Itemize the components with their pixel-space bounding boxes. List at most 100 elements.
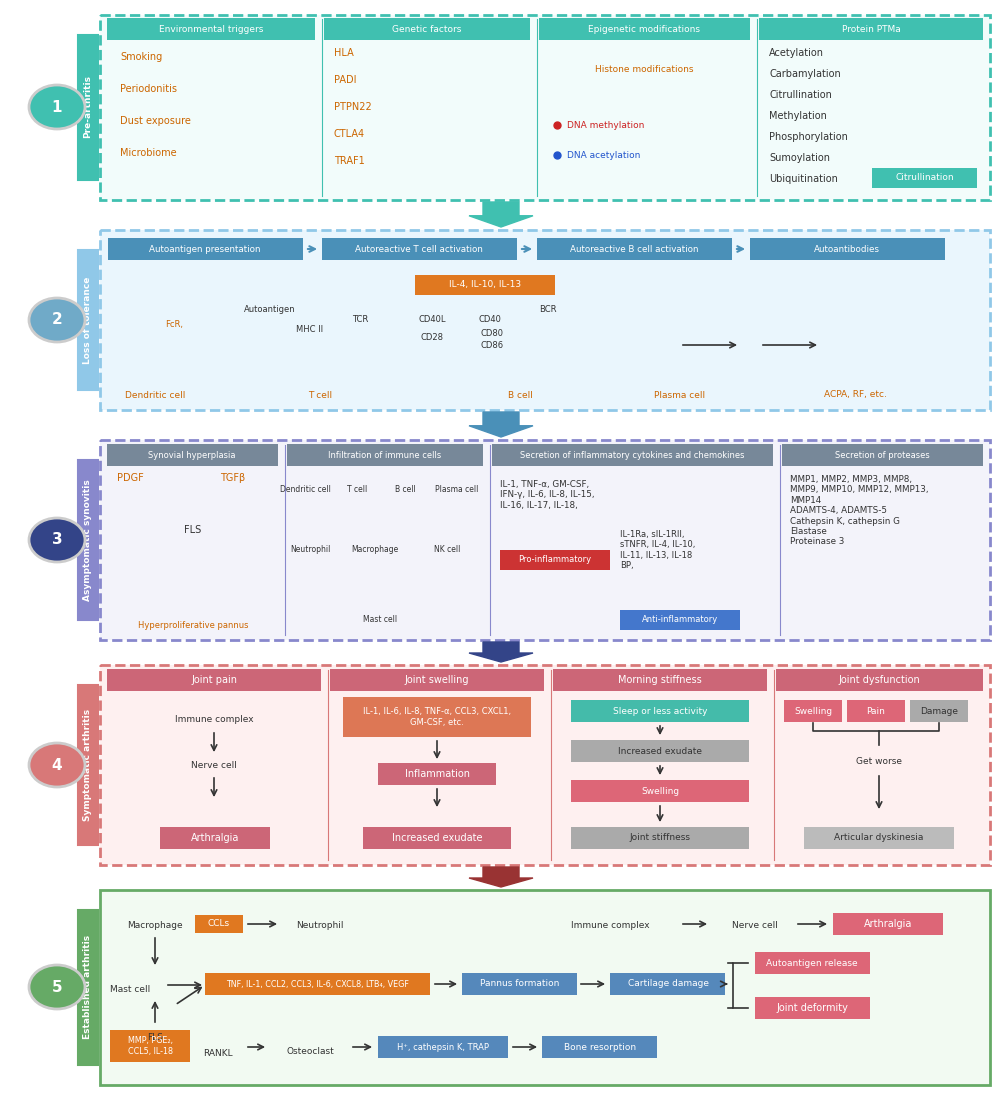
Bar — [461, 973, 577, 996]
Text: Joint stiffness: Joint stiffness — [629, 834, 690, 842]
Text: Dust exposure: Dust exposure — [120, 116, 191, 126]
Text: Joint swelling: Joint swelling — [404, 675, 468, 685]
Bar — [287, 444, 482, 466]
Bar — [343, 697, 531, 737]
Text: CCLs: CCLs — [208, 919, 230, 929]
Polygon shape — [468, 868, 533, 887]
Text: Joint pain: Joint pain — [191, 675, 237, 685]
Bar — [78, 251, 98, 389]
Polygon shape — [468, 642, 533, 662]
Text: CD86: CD86 — [480, 340, 504, 349]
Bar — [322, 238, 517, 260]
Text: IL-1, TNF-α, GM-CSF,
IFN-γ, IL-6, IL-8, IL-15,
IL-16, IL-17, IL-18,: IL-1, TNF-α, GM-CSF, IFN-γ, IL-6, IL-8, … — [499, 480, 594, 510]
Text: TGFβ: TGFβ — [220, 473, 245, 482]
Bar — [100, 891, 989, 1085]
Bar — [491, 444, 772, 466]
Text: Phosphorylation: Phosphorylation — [768, 132, 847, 142]
Text: Asymptomatic synovitis: Asymptomatic synovitis — [83, 479, 92, 601]
Text: Sumoylation: Sumoylation — [768, 153, 829, 163]
Bar — [783, 700, 842, 722]
Polygon shape — [468, 202, 533, 226]
Bar — [100, 665, 989, 865]
Text: 3: 3 — [51, 533, 62, 547]
Bar — [749, 238, 944, 260]
Text: Secretion of inflammatory cytokines and chemokines: Secretion of inflammatory cytokines and … — [520, 451, 743, 459]
Bar — [571, 740, 748, 763]
Text: Plasma cell: Plasma cell — [654, 391, 705, 399]
Text: Swelling: Swelling — [793, 707, 831, 715]
Bar — [78, 910, 98, 1064]
Text: Damage: Damage — [919, 707, 957, 715]
Text: Pro-inflammatory: Pro-inflammatory — [518, 556, 591, 565]
Bar — [108, 238, 303, 260]
Ellipse shape — [29, 298, 85, 342]
Text: NK cell: NK cell — [433, 546, 459, 555]
Text: 1: 1 — [52, 100, 62, 115]
Text: Nerve cell: Nerve cell — [191, 760, 237, 769]
Text: Smoking: Smoking — [120, 53, 162, 62]
Bar — [159, 827, 270, 849]
Text: IL-1, IL-6, IL-8, TNF-α, CCL3, CXCL1,
GM-CSF, etc.: IL-1, IL-6, IL-8, TNF-α, CCL3, CXCL1, GM… — [362, 708, 511, 726]
Text: Get worse: Get worse — [856, 757, 901, 767]
Text: FLS: FLS — [185, 525, 202, 535]
Bar — [107, 18, 315, 40]
Text: Inflammation: Inflammation — [404, 769, 469, 779]
Bar — [100, 891, 989, 1085]
Bar — [909, 700, 967, 722]
Bar — [754, 952, 870, 974]
Bar — [324, 18, 530, 40]
Text: TRAF1: TRAF1 — [334, 156, 364, 166]
Text: Immune complex: Immune complex — [175, 715, 253, 724]
Text: MMP, PGE₂,
CCL5, IL-18: MMP, PGE₂, CCL5, IL-18 — [127, 1036, 173, 1056]
Text: TCR: TCR — [351, 315, 368, 325]
Text: B cell: B cell — [508, 391, 532, 399]
Text: Histone modifications: Histone modifications — [594, 66, 692, 74]
Text: Pannus formation: Pannus formation — [479, 979, 559, 989]
Text: Microbiome: Microbiome — [120, 148, 177, 158]
Text: Increased exudate: Increased exudate — [391, 833, 481, 843]
Text: Cartilage damage: Cartilage damage — [627, 979, 708, 989]
Text: Environmental triggers: Environmental triggers — [158, 24, 263, 34]
Bar — [537, 238, 731, 260]
Text: Symptomatic arthritis: Symptomatic arthritis — [83, 709, 92, 822]
Bar — [539, 18, 749, 40]
Bar — [571, 780, 748, 802]
Text: CD80: CD80 — [480, 328, 503, 338]
Text: BCR: BCR — [539, 305, 557, 314]
Text: MMP1, MMP2, MMP3, MMP8,
MMP9, MMP10, MMP12, MMP13,
MMP14
ADAMTS-4, ADAMTS-5
Cath: MMP1, MMP2, MMP3, MMP8, MMP9, MMP10, MMP… — [789, 475, 928, 546]
Bar — [100, 230, 989, 410]
Text: Secretion of proteases: Secretion of proteases — [833, 451, 929, 459]
Polygon shape — [468, 412, 533, 437]
Text: Loss of tolerance: Loss of tolerance — [83, 277, 92, 363]
Text: Bone resorption: Bone resorption — [564, 1043, 636, 1051]
Ellipse shape — [29, 965, 85, 1009]
Text: Macrophage: Macrophage — [351, 546, 398, 555]
Text: Autoreactive B cell activation: Autoreactive B cell activation — [569, 244, 697, 254]
Text: IL-4, IL-10, IL-13: IL-4, IL-10, IL-13 — [448, 280, 521, 290]
Text: T cell: T cell — [346, 486, 367, 494]
Bar — [571, 827, 748, 849]
Text: HLA: HLA — [334, 48, 353, 58]
Bar — [377, 763, 495, 785]
Bar — [571, 700, 748, 722]
Text: Pain: Pain — [866, 707, 885, 715]
Text: Dendritic cell: Dendritic cell — [279, 486, 330, 494]
Text: DNA acetylation: DNA acetylation — [567, 151, 640, 160]
Text: PDGF: PDGF — [117, 473, 143, 482]
Text: PADI: PADI — [334, 75, 356, 85]
Bar — [781, 444, 982, 466]
Text: Plasma cell: Plasma cell — [435, 486, 478, 494]
Bar — [100, 440, 989, 640]
Text: CTLA4: CTLA4 — [334, 129, 365, 139]
Text: Articular dyskinesia: Articular dyskinesia — [833, 834, 923, 842]
Text: B cell: B cell — [394, 486, 415, 494]
Bar — [363, 827, 511, 849]
Bar — [754, 997, 870, 1019]
Text: Neutrophil: Neutrophil — [296, 920, 343, 930]
Bar — [832, 913, 942, 935]
Text: ACPA, RF, etc.: ACPA, RF, etc. — [822, 391, 886, 399]
Text: Mast cell: Mast cell — [362, 616, 396, 625]
Bar — [107, 444, 278, 466]
Text: Joint dysfunction: Joint dysfunction — [838, 675, 919, 685]
Ellipse shape — [29, 517, 85, 562]
